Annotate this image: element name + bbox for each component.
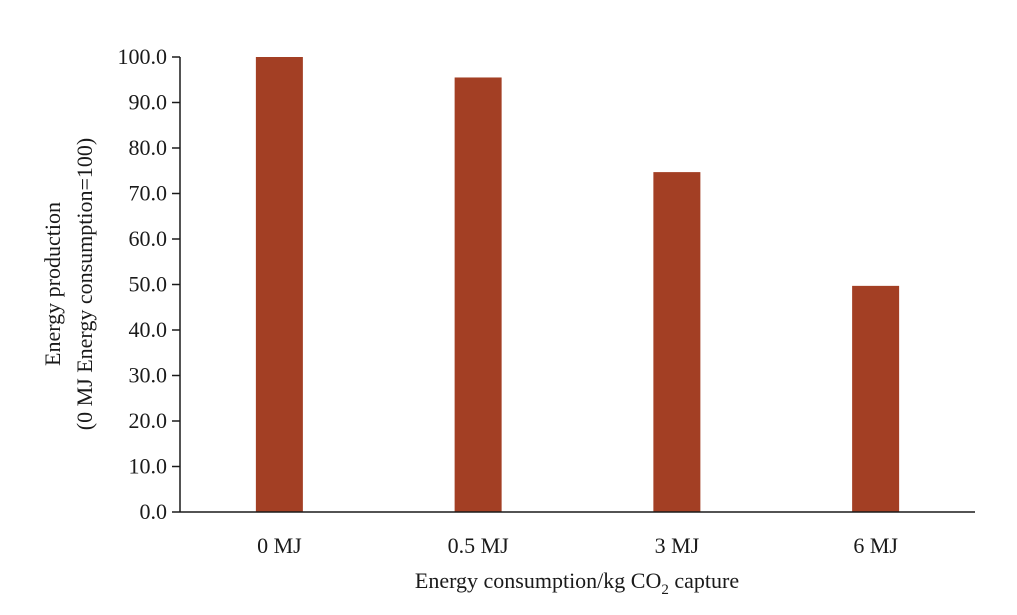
x-tick-label: 3 MJ — [655, 533, 700, 558]
y-tick-label: 0.0 — [140, 499, 168, 524]
x-axis-title: Energy consumption/kg CO2 capture — [415, 568, 739, 598]
y-tick-label: 100.0 — [118, 44, 168, 69]
x-axis-title-subscript: 2 — [661, 582, 669, 598]
y-axis-title-line1: Energy production — [40, 202, 65, 366]
y-tick-label: 20.0 — [129, 408, 168, 433]
x-tick-label: 0 MJ — [257, 533, 302, 558]
y-tick-label: 40.0 — [129, 317, 168, 342]
y-tick-label: 50.0 — [129, 272, 168, 297]
x-tick-label: 6 MJ — [853, 533, 898, 558]
y-axis-title: Energy production (0 MJ Energy consumpti… — [40, 138, 97, 430]
x-axis-tick-labels: 0 MJ 0.5 MJ 3 MJ 6 MJ — [257, 533, 898, 558]
y-tick-label: 90.0 — [129, 90, 168, 115]
y-tick-label: 80.0 — [129, 135, 168, 160]
y-axis-title-line2: (0 MJ Energy consumption=100) — [72, 138, 97, 430]
bars — [255, 57, 900, 513]
x-axis-title-suffix: capture — [669, 568, 739, 593]
y-tick-label: 60.0 — [129, 226, 168, 251]
bar-0-mj — [255, 57, 303, 512]
bar-0_5-mj — [454, 77, 502, 512]
y-tick-label: 70.0 — [129, 181, 168, 206]
x-axis-title-prefix: Energy consumption/kg CO — [415, 568, 661, 593]
y-axis-ticks: 0.0 10.0 20.0 30.0 40.0 50.0 60.0 70.0 80.0 90.0 1… — [118, 44, 180, 524]
x-tick-label: 0.5 MJ — [448, 533, 510, 558]
bar-3-mj — [653, 172, 701, 513]
bar-6-mj — [852, 285, 900, 512]
y-tick-label: 10.0 — [129, 454, 168, 479]
y-tick-label: 30.0 — [129, 363, 168, 388]
